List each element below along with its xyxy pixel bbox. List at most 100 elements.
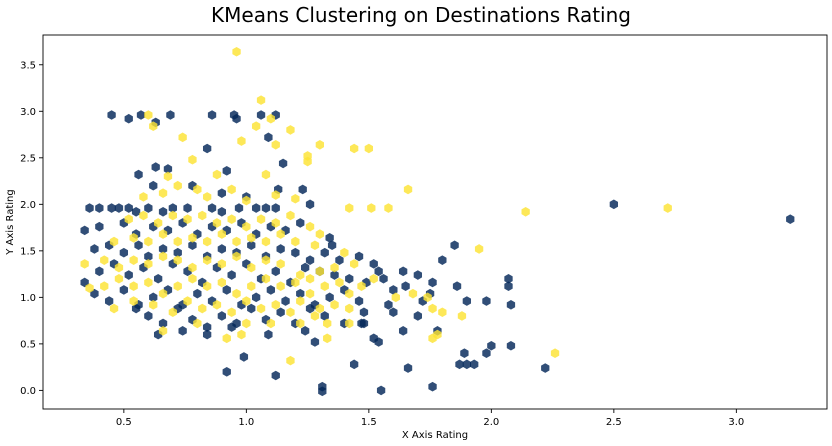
cluster-1-point — [261, 169, 271, 180]
cluster-1-point — [129, 296, 138, 306]
cluster-0-point — [428, 381, 437, 392]
cluster-1-point — [149, 300, 158, 310]
y-axis-label: Y Axis Rating — [5, 189, 16, 255]
cluster-0-point — [460, 348, 469, 358]
cluster-1-point — [315, 266, 325, 277]
cluster-0-point — [90, 288, 99, 299]
cluster-1-point — [423, 292, 432, 303]
cluster-1-point — [335, 277, 344, 288]
cluster-0-point — [202, 143, 212, 154]
cluster-1-point — [251, 121, 261, 131]
cluster-1-point — [391, 292, 400, 303]
cluster-1-point — [291, 193, 300, 204]
cluster-0-point — [207, 203, 217, 213]
cluster-1-point — [232, 46, 241, 57]
cluster-1-point — [202, 236, 212, 247]
cluster-0-point — [239, 352, 249, 362]
cluster-1-point — [256, 214, 266, 225]
cluster-0-point — [482, 348, 491, 358]
cluster-0-point — [271, 266, 280, 277]
cluster-1-point — [349, 259, 359, 269]
cluster-1-point — [188, 154, 197, 165]
cluster-0-point — [384, 300, 393, 310]
cluster-0-point — [144, 251, 153, 262]
cluster-1-point — [232, 236, 241, 247]
cluster-0-point — [217, 206, 227, 217]
cluster-1-point — [296, 318, 305, 329]
cluster-1-point — [85, 283, 94, 293]
cluster-0-point — [276, 244, 285, 254]
cluster-0-point — [450, 240, 459, 251]
cluster-0-point — [124, 270, 133, 280]
y-tick-label: 1.5 — [20, 246, 36, 257]
cluster-0-point — [413, 311, 423, 321]
cluster-0-point — [401, 281, 410, 291]
cluster-0-point — [104, 296, 114, 306]
cluster-0-point — [85, 203, 94, 213]
cluster-1-point — [345, 203, 354, 213]
cluster-0-point — [158, 206, 168, 217]
cluster-1-point — [408, 288, 418, 299]
cluster-1-point — [315, 303, 325, 314]
cluster-0-point — [389, 307, 398, 318]
cluster-0-point — [163, 164, 173, 174]
y-tick-label: 0.0 — [20, 386, 36, 397]
cluster-0-point — [247, 303, 256, 314]
cluster-0-point — [261, 203, 271, 213]
cluster-0-point — [149, 180, 158, 191]
cluster-0-point — [325, 292, 334, 303]
cluster-1-point — [310, 311, 320, 321]
cluster-1-point — [158, 288, 168, 299]
cluster-0-point — [80, 225, 89, 236]
cluster-1-point — [129, 255, 138, 265]
cluster-0-point — [345, 273, 354, 284]
cluster-1-point — [237, 136, 246, 146]
cluster-0-point — [374, 266, 383, 277]
cluster-0-point — [462, 296, 472, 306]
cluster-1-point — [193, 318, 202, 329]
cluster-1-point — [310, 240, 320, 251]
cluster-1-point — [296, 270, 305, 280]
cluster-0-point — [144, 203, 153, 213]
cluster-1-point — [178, 132, 187, 143]
cluster-1-point — [114, 273, 124, 284]
cluster-1-point — [144, 110, 153, 120]
cluster-1-point — [330, 300, 339, 310]
cluster-1-point — [198, 210, 207, 221]
y-tick-label: 3.5 — [20, 60, 36, 71]
cluster-1-point — [291, 277, 300, 288]
cluster-0-point — [119, 247, 129, 258]
cluster-1-point — [100, 255, 109, 265]
cluster-0-point — [251, 292, 261, 303]
cluster-1-point — [305, 273, 315, 284]
cluster-0-point — [305, 303, 315, 314]
cluster-0-point — [398, 266, 408, 277]
cluster-1-point — [357, 281, 366, 291]
cluster-1-point — [212, 218, 222, 228]
cluster-1-point — [173, 180, 182, 191]
chart-title: KMeans Clustering on Destinations Rating — [211, 3, 631, 27]
cluster-0-point — [300, 262, 310, 273]
cluster-1-point — [276, 281, 285, 291]
cluster-1-point — [364, 143, 374, 154]
cluster-1-point — [202, 281, 212, 291]
cluster-1-point — [315, 139, 325, 150]
cluster-0-point — [786, 214, 795, 225]
cluster-0-point — [264, 132, 273, 143]
x-axis: 0.5 1.0 1.5 2.0 2.5 3.0 — [116, 409, 744, 428]
cluster-1-point — [163, 171, 173, 182]
cluster-1-point — [242, 221, 251, 232]
y-tick-label: 0.5 — [20, 339, 36, 350]
cluster-0-point — [504, 281, 513, 291]
cluster-0-point — [264, 329, 273, 340]
cluster-0-point — [271, 370, 280, 381]
cluster-1-point — [286, 307, 295, 318]
cluster-1-point — [124, 214, 133, 225]
cluster-0-point — [95, 266, 104, 277]
cluster-0-point — [305, 255, 315, 265]
cluster-1-point — [256, 303, 266, 314]
cluster-1-point — [433, 329, 442, 340]
cluster-1-point — [158, 251, 168, 262]
cluster-1-point — [232, 251, 241, 262]
